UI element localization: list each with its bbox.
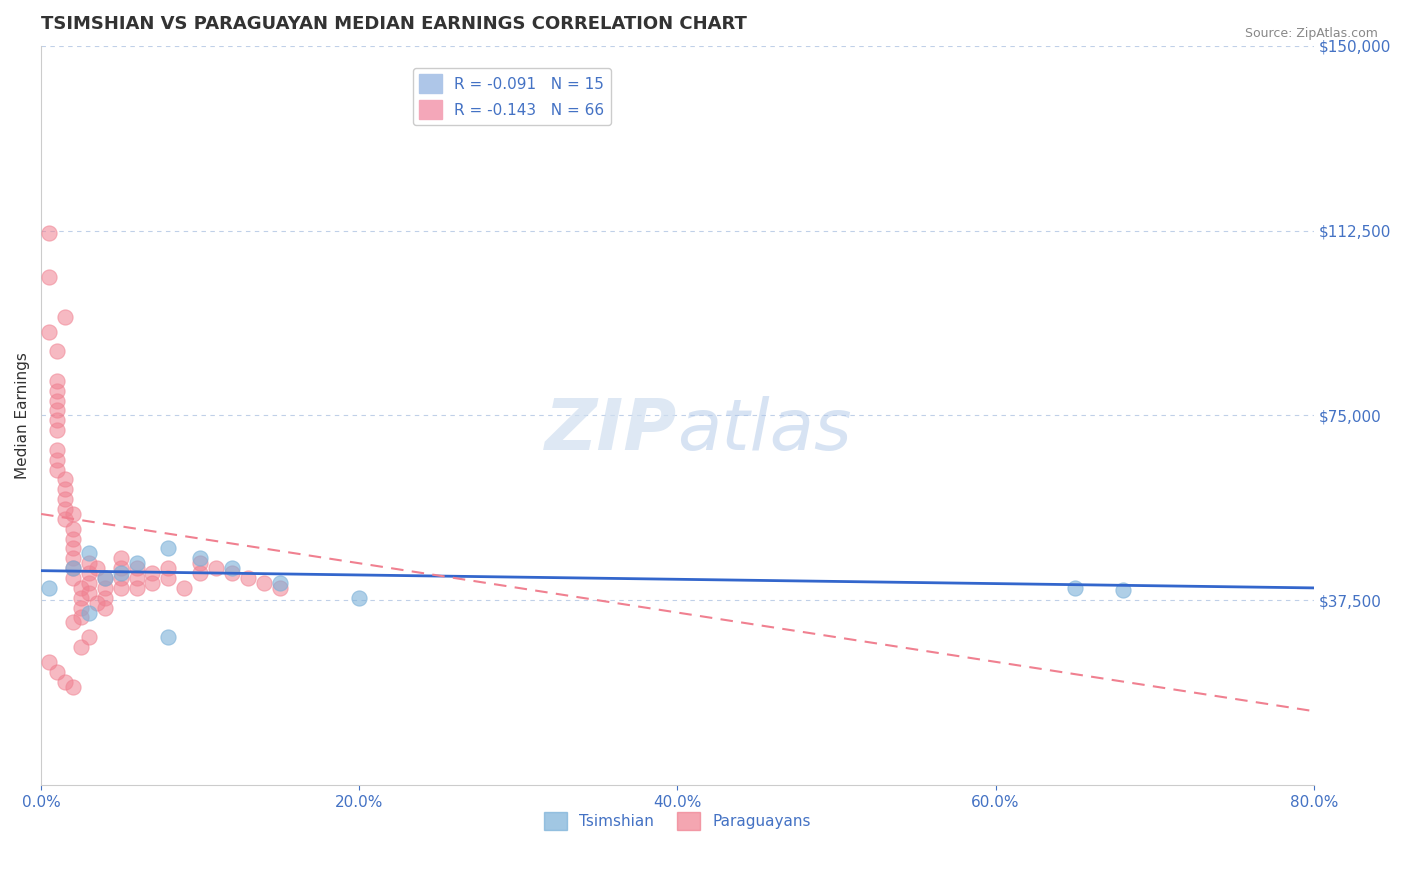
Point (1064, 581, 1087, 595)
Point (53, 502, 76, 516)
Point (46, 665, 69, 679)
Point (349, 591, 371, 605)
Point (141, 566, 163, 581)
Point (125, 561, 148, 575)
Point (93, 571, 115, 585)
Point (221, 566, 243, 581)
Point (46, 413, 69, 427)
Point (70, 600, 93, 615)
Point (77, 566, 100, 581)
Point (62, 561, 84, 575)
Point (188, 551, 211, 566)
Point (62, 532, 84, 546)
Point (53, 310, 76, 324)
Point (62, 541, 84, 556)
Point (188, 566, 211, 581)
Point (38, 270, 60, 285)
Point (62, 507, 84, 521)
Point (70, 640, 93, 654)
Point (110, 551, 132, 566)
Point (157, 571, 180, 585)
Point (46, 462, 69, 476)
Point (38, 325, 60, 339)
Point (188, 556, 211, 570)
Point (269, 576, 291, 591)
Point (53, 473, 76, 487)
Point (141, 576, 163, 591)
Point (1112, 583, 1135, 598)
Point (125, 556, 148, 570)
Point (157, 541, 180, 556)
Point (110, 571, 132, 585)
Point (173, 581, 195, 595)
Point (70, 591, 93, 605)
Point (53, 483, 76, 497)
Point (77, 606, 100, 620)
Point (53, 492, 76, 507)
Point (46, 423, 69, 437)
Point (157, 561, 180, 575)
Point (125, 571, 148, 585)
Point (38, 226, 60, 240)
Point (77, 586, 100, 600)
Point (77, 546, 100, 560)
Point (110, 581, 132, 595)
Point (62, 680, 84, 694)
Point (46, 452, 69, 467)
Legend: Tsimshian, Paraguayans: Tsimshian, Paraguayans (538, 805, 817, 837)
Point (46, 403, 69, 417)
Point (70, 610, 93, 624)
Point (93, 591, 115, 605)
Point (253, 576, 276, 591)
Text: TSIMSHIAN VS PARAGUAYAN MEDIAN EARNINGS CORRELATION CHART: TSIMSHIAN VS PARAGUAYAN MEDIAN EARNINGS … (41, 15, 747, 33)
Point (86, 596, 108, 610)
Point (77, 556, 100, 570)
Point (38, 581, 60, 595)
Point (46, 393, 69, 408)
Point (236, 571, 259, 585)
Point (110, 566, 132, 581)
Text: atlas: atlas (678, 396, 852, 465)
Point (46, 384, 69, 398)
Point (77, 630, 100, 644)
Point (46, 442, 69, 457)
Point (157, 630, 180, 644)
Point (38, 655, 60, 669)
Point (269, 581, 291, 595)
Point (93, 571, 115, 585)
Point (221, 561, 243, 575)
Point (62, 551, 84, 566)
Point (53, 512, 76, 526)
Text: Source: ZipAtlas.com: Source: ZipAtlas.com (1244, 27, 1378, 40)
Point (93, 581, 115, 595)
Point (62, 561, 84, 575)
Text: ZIP: ZIP (546, 396, 678, 465)
Point (53, 674, 76, 689)
Point (62, 571, 84, 585)
Point (62, 615, 84, 630)
Point (93, 600, 115, 615)
Point (110, 561, 132, 575)
Point (70, 581, 93, 595)
Point (46, 374, 69, 388)
Y-axis label: Median Earnings: Median Earnings (15, 352, 30, 479)
Point (46, 344, 69, 359)
Point (205, 561, 228, 575)
Point (77, 576, 100, 591)
Point (62, 522, 84, 536)
Point (125, 581, 148, 595)
Point (86, 561, 108, 575)
